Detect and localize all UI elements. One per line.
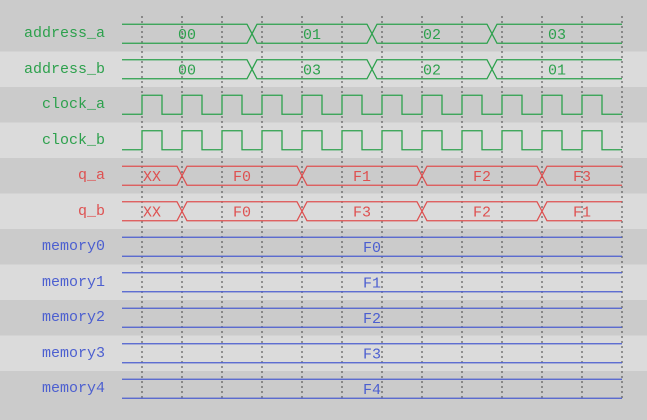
signal-label-address_b[interactable]: address_b xyxy=(23,60,105,78)
bus-value-label: F1 xyxy=(353,169,371,186)
bus-value-label: F2 xyxy=(473,169,491,186)
signal-label-memory1[interactable]: memory1 xyxy=(41,273,105,291)
bus-value-label: 02 xyxy=(423,27,441,44)
bus-value-label: XX xyxy=(143,204,161,221)
signal-label-q_a[interactable]: q_a xyxy=(77,167,105,185)
wave-clock_b xyxy=(122,130,622,151)
bus-value-label: F3 xyxy=(573,169,591,186)
signal-label-memory2[interactable]: memory2 xyxy=(41,309,105,327)
bus-value-label: F0 xyxy=(363,240,381,257)
bus-value-label: 00 xyxy=(178,27,196,44)
bus-value-label: F2 xyxy=(363,311,381,328)
row-band xyxy=(0,51,647,87)
bus-value-label: 01 xyxy=(548,62,566,79)
grid-lines xyxy=(141,16,623,400)
wave-address_a xyxy=(122,23,622,44)
row-band xyxy=(0,122,647,158)
wave-clock_a xyxy=(122,94,622,115)
wave-q_b xyxy=(122,201,622,222)
wave-memory3 xyxy=(122,343,622,364)
bus-value-label: F1 xyxy=(573,204,591,221)
bus-value-label: F0 xyxy=(233,204,251,221)
signal-label-address_a[interactable]: address_a xyxy=(23,25,105,43)
signal-label-memory0[interactable]: memory0 xyxy=(41,238,105,256)
bus-value-label: F1 xyxy=(363,275,381,292)
bus-value-label: F3 xyxy=(363,346,381,363)
bus-value-label: 03 xyxy=(548,27,566,44)
bus-value-label: F4 xyxy=(363,382,381,399)
row-band xyxy=(0,335,647,371)
row-band xyxy=(0,193,647,229)
signal-label-clock_b[interactable]: clock_b xyxy=(41,131,105,149)
bus-value-label: 01 xyxy=(303,27,321,44)
signal-label-q_b[interactable]: q_b xyxy=(77,202,105,220)
bus-value-label: 00 xyxy=(178,62,196,79)
bus-value-label: XX xyxy=(143,169,161,186)
wave-q_a xyxy=(122,165,622,186)
signal-label-memory3[interactable]: memory3 xyxy=(41,344,105,362)
bus-value-label: F3 xyxy=(353,204,371,221)
wave-memory4 xyxy=(122,378,622,399)
wave-memory1 xyxy=(122,272,622,293)
signal-label-clock_a[interactable]: clock_a xyxy=(41,96,105,114)
wave-memory0 xyxy=(122,236,622,257)
bus-value-label: F2 xyxy=(473,204,491,221)
row-band xyxy=(0,264,647,300)
bus-value-label: F0 xyxy=(233,169,251,186)
bus-value-label: 03 xyxy=(303,62,321,79)
wave-address_b xyxy=(122,59,622,80)
signal-label-memory4[interactable]: memory4 xyxy=(41,380,105,398)
bus-value-label: 02 xyxy=(423,62,441,79)
wave-memory2 xyxy=(122,307,622,328)
